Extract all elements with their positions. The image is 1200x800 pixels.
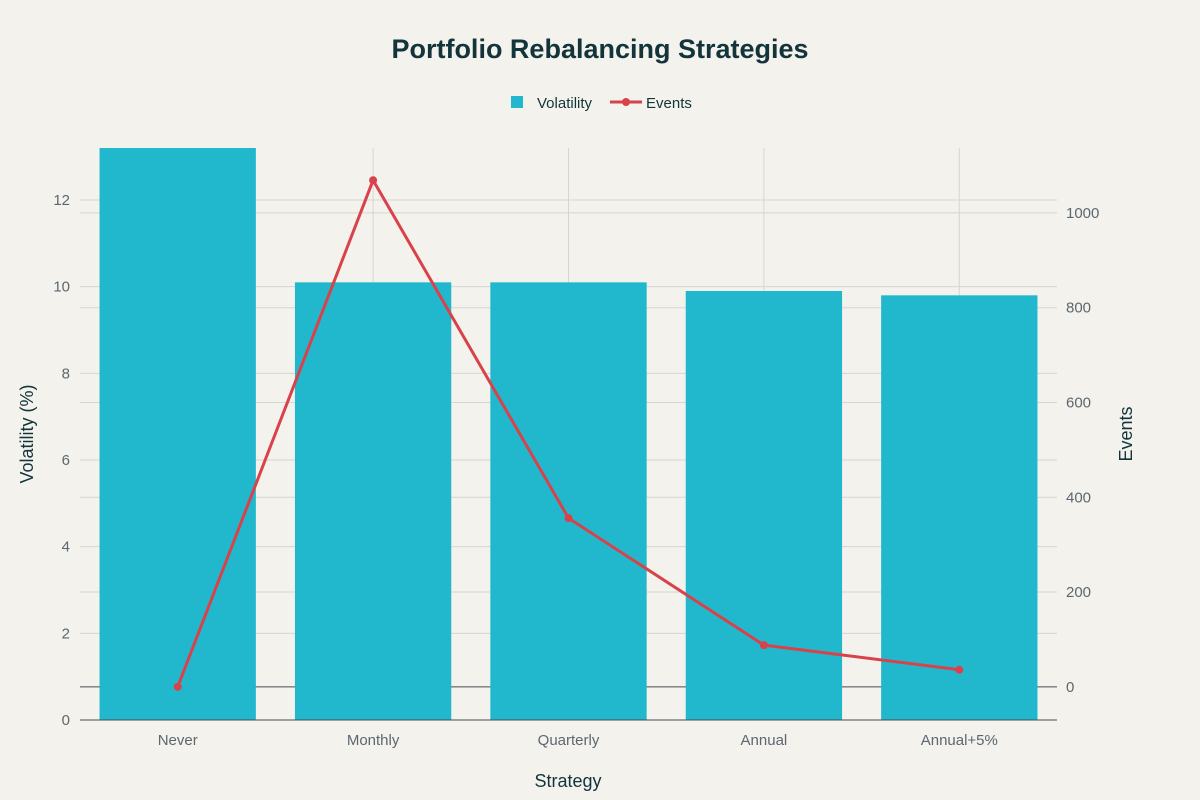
x-tick-label: Annual: [741, 732, 788, 749]
x-axis-title: Strategy: [534, 771, 601, 791]
legend-label-events: Events: [646, 95, 692, 112]
y-tick-label: 6: [62, 452, 70, 469]
tick-labels: Never Monthly Quarterly Annual Annual+5% 0 2 4 6…: [53, 192, 1099, 749]
y-tick-label: 0: [62, 712, 70, 729]
x-tick-label: Annual+5%: [921, 732, 998, 749]
x-tick-label: Never: [158, 732, 198, 749]
bar-monthly: [294, 282, 452, 720]
events-point: [564, 514, 573, 523]
events-point: [173, 682, 182, 691]
bar-quarterly: [490, 282, 647, 720]
y2-tick-label: 1000: [1066, 205, 1099, 222]
bar-annual: [685, 291, 843, 720]
y2-tick-label: 600: [1066, 394, 1091, 411]
y2-tick-label: 400: [1066, 489, 1091, 506]
bar-never: [99, 148, 256, 720]
events-line-series: [173, 176, 964, 691]
x-tick-label: Quarterly: [538, 732, 600, 749]
y2-tick-label: 0: [1066, 679, 1074, 696]
chart-title: Portfolio Rebalancing Strategies: [391, 34, 808, 64]
y2-tick-label: 200: [1066, 584, 1091, 601]
bar-annual-5-: [881, 295, 1038, 720]
y-tick-label: 4: [62, 539, 70, 556]
y-tick-label: 10: [53, 279, 70, 296]
x-tick-label: Monthly: [347, 732, 400, 749]
y2-tick-label: 800: [1066, 300, 1091, 317]
y-axis-title: Volatility (%): [17, 384, 37, 483]
events-point: [369, 176, 378, 185]
legend-label-volatility: Volatility: [537, 95, 593, 112]
bars: [99, 148, 1038, 720]
y2-axis-title: Events: [1116, 406, 1136, 461]
y-tick-label: 2: [62, 625, 70, 642]
events-point: [955, 665, 964, 674]
legend-swatch-volatility: [511, 96, 523, 108]
events-point: [759, 641, 768, 650]
y-tick-label: 12: [53, 192, 70, 209]
y-tick-label: 8: [62, 365, 70, 382]
legend-marker-events: [622, 98, 630, 106]
legend: Volatility Events: [511, 95, 692, 112]
